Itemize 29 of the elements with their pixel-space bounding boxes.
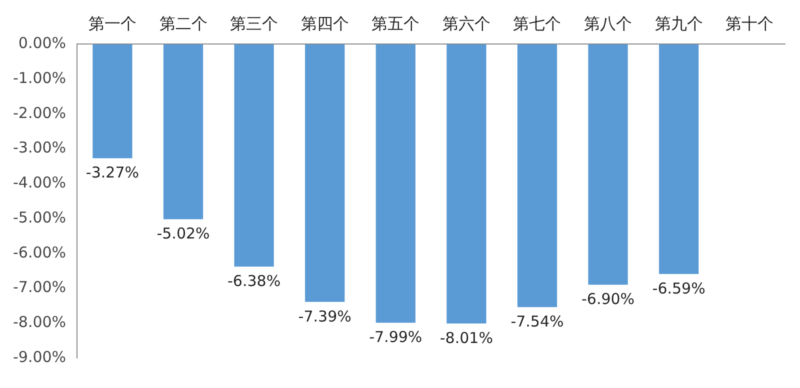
data-label: -7.39% — [298, 307, 352, 326]
x-tick-label: 第四个 — [300, 14, 349, 33]
data-label: -3.27% — [86, 164, 139, 182]
x-tick-label: 第十个 — [726, 14, 774, 33]
y-tick-label: -2.00% — [12, 104, 66, 122]
data-label: -8.01% — [440, 328, 493, 347]
x-tick-label: 第六个 — [442, 14, 490, 33]
y-tick-label: -9.00% — [12, 348, 66, 366]
data-label: -7.54% — [510, 312, 564, 330]
x-tick-label: 第八个 — [584, 14, 632, 33]
y-tick-label: 0.00% — [18, 34, 66, 52]
y-tick-label: -4.00% — [12, 174, 66, 192]
y-tick-label: -5.00% — [12, 208, 66, 226]
y-tick-label: -3.00% — [12, 138, 66, 157]
data-label: -6.59% — [652, 279, 706, 298]
x-tick-label: 第九个 — [654, 14, 703, 33]
data-label: -6.90% — [581, 290, 635, 308]
data-label: -7.99% — [369, 328, 422, 346]
y-tick-label: -1.00% — [12, 68, 66, 87]
y-tick-label: -7.00% — [12, 278, 66, 296]
y-tick-label: -8.00% — [12, 313, 66, 332]
x-tick-label: 第七个 — [513, 14, 562, 33]
x-tick-label: 第三个 — [230, 14, 278, 33]
x-tick-label: 第五个 — [372, 14, 420, 33]
data-label: -6.38% — [228, 272, 281, 290]
x-tick-label: 第二个 — [159, 14, 208, 33]
y-tick-label: -6.00% — [12, 243, 66, 262]
x-tick-label: 第一个 — [88, 14, 136, 33]
data-label: -5.02% — [156, 224, 210, 243]
